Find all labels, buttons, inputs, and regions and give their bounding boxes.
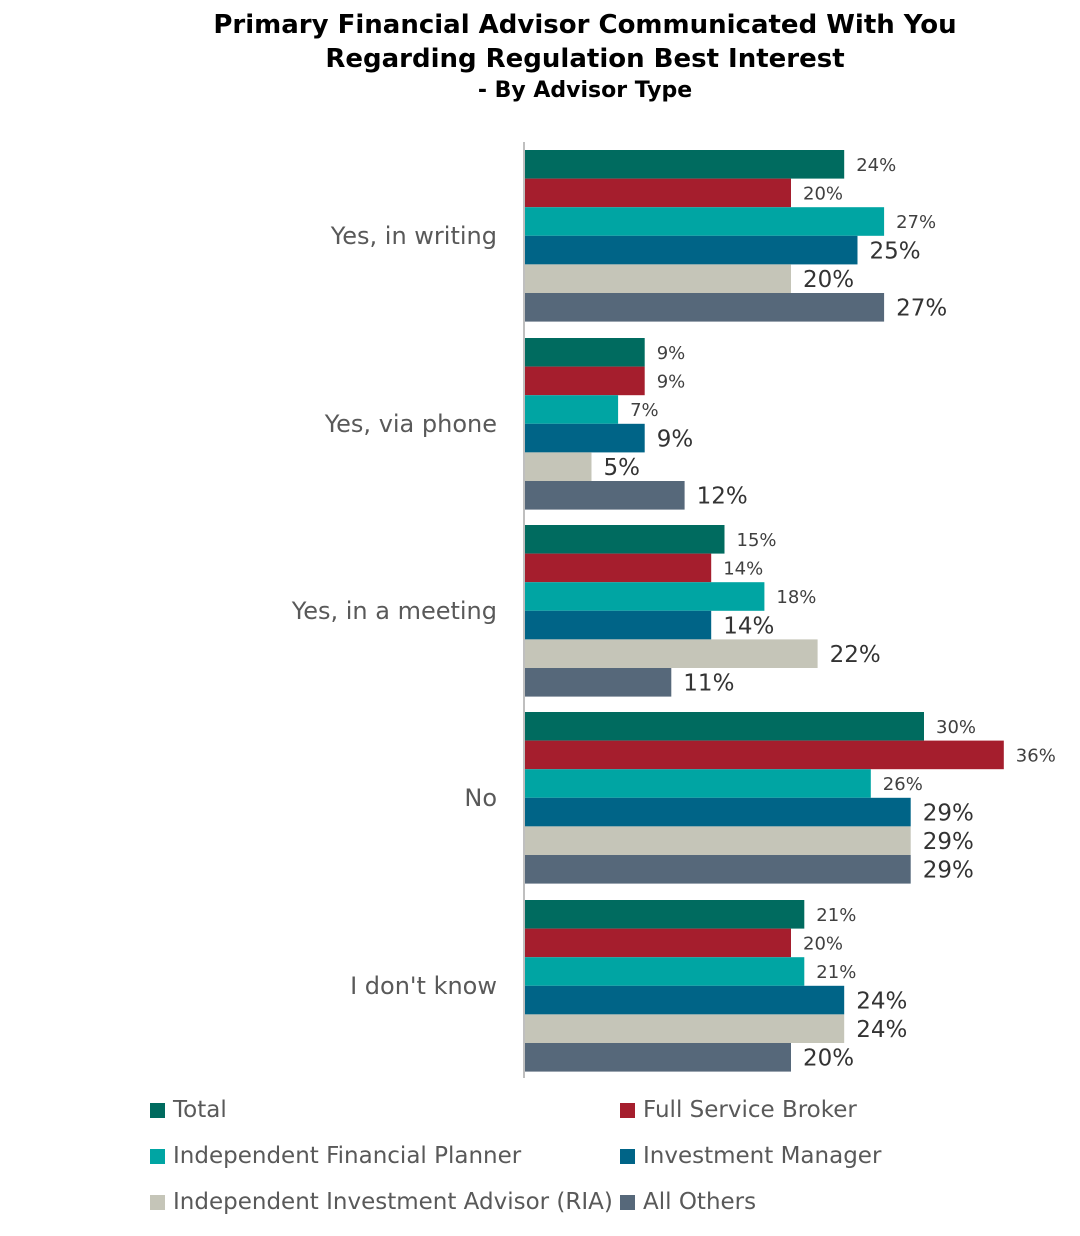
bar [525,207,885,236]
data-label: 25% [870,238,921,264]
legend-item: Full Service Broker [620,1097,857,1123]
legend-item: Total [150,1097,227,1123]
legend-item: Independent Investment Advisor (RIA) [150,1189,613,1215]
category-label: No [464,784,497,812]
bar [525,338,645,367]
data-label: 24% [856,155,896,176]
bar [525,985,845,1015]
chart-subtitle: - By Advisor Type [477,78,693,103]
bar [525,769,871,798]
bar [525,639,818,668]
data-label: 21% [816,905,856,926]
bar [525,366,645,396]
bar [525,178,791,208]
data-label: 20% [803,1046,854,1072]
data-label: 9% [657,371,686,392]
legend-label: Investment Manager [643,1143,882,1169]
bar [525,928,791,958]
data-label: 27% [896,296,947,322]
legend-label: Full Service Broker [643,1097,857,1123]
category-label: Yes, via phone [324,410,497,438]
bar [525,826,911,855]
bar [525,855,911,884]
bar [525,395,619,424]
category-label: Yes, in a meeting [291,597,497,625]
legend-swatch [150,1148,165,1164]
data-label: 24% [856,988,907,1014]
bar [525,1043,791,1072]
bar [525,668,672,697]
legend-swatch [620,1148,635,1164]
data-label: 14% [723,613,774,639]
bar [525,423,645,453]
bar [525,525,725,554]
data-label: 5% [604,455,641,481]
data-label: 21% [816,962,856,983]
data-label: 26% [883,774,923,795]
bar [525,293,885,322]
category-label: Yes, in writing [330,222,497,250]
data-label: 18% [776,587,816,608]
chart-title-line-1: Primary Financial Advisor Communicated W… [213,10,957,40]
bar [525,264,791,293]
bar [525,740,1004,770]
bar [525,452,592,481]
bar [525,900,805,929]
legend-swatch [150,1102,165,1118]
data-label: 7% [630,400,659,421]
bar [525,1014,845,1043]
bar [525,610,712,640]
data-label: 9% [657,426,694,452]
data-label: 20% [803,933,843,954]
data-label: 22% [830,642,881,668]
bar [525,481,685,510]
data-label: 29% [923,800,974,826]
chart-title-block: Primary Financial Advisor Communicated W… [0,8,1080,106]
bar [525,235,858,265]
legend-swatch [150,1194,165,1210]
bar [525,553,712,583]
data-label: 11% [683,671,734,697]
legend-item: All Others [620,1189,756,1215]
data-label: 30% [936,717,976,738]
data-label: 9% [657,343,686,364]
bar [525,797,911,827]
bar [525,712,924,741]
data-label: 24% [856,1017,907,1043]
data-label: 15% [737,530,777,551]
chart-title-line-2: Regarding Regulation Best Interest [325,44,845,74]
legend-label: Total [173,1097,227,1123]
legend-item: Independent Financial Planner [150,1143,521,1169]
data-label: 20% [803,183,843,204]
legend-label: Independent Investment Advisor (RIA) [173,1189,613,1215]
bar [525,582,765,611]
data-label: 36% [1016,745,1056,766]
legend-label: Independent Financial Planner [173,1143,522,1169]
data-label: 14% [723,558,763,579]
category-label: I don't know [350,972,497,1000]
data-label: 12% [697,484,748,510]
data-label: 29% [923,829,974,855]
legend-swatch [620,1194,635,1210]
legend-label: All Others [643,1189,757,1215]
data-label: 27% [896,212,936,233]
data-label: 29% [923,858,974,884]
bar [525,957,805,986]
legend-item: Investment Manager [620,1143,881,1169]
data-label: 20% [803,267,854,293]
legend-swatch [620,1102,635,1118]
bar [525,150,845,179]
